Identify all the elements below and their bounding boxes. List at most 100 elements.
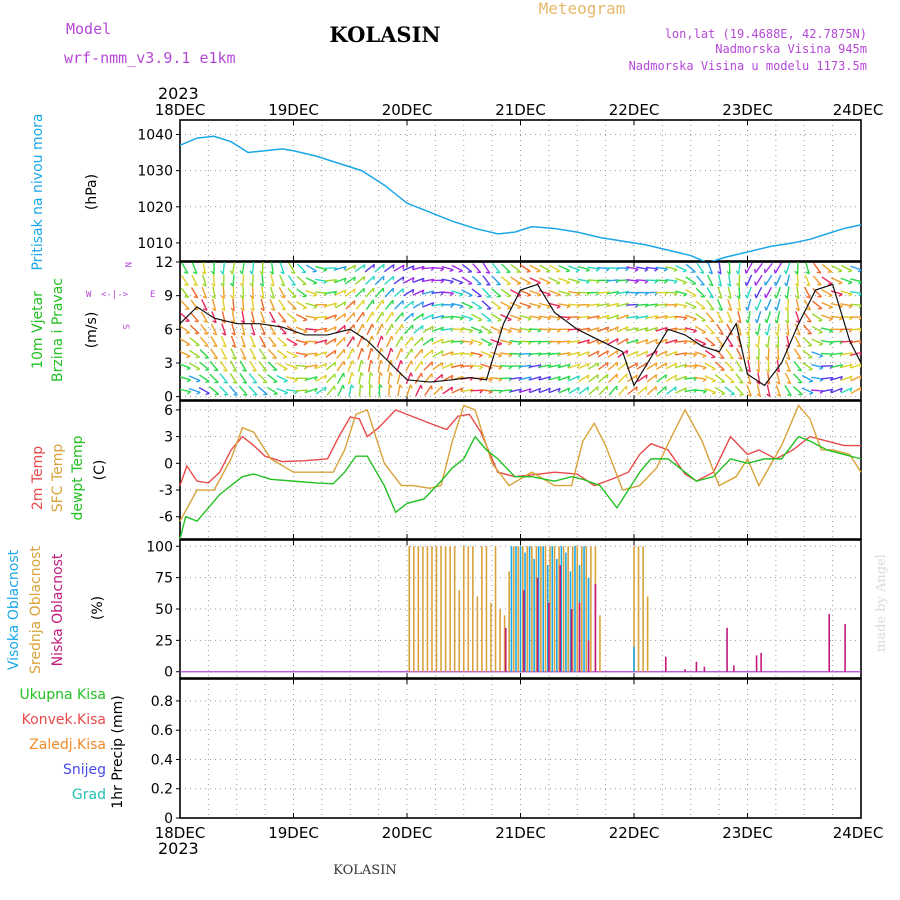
wind-barb	[404, 336, 413, 347]
wind-barb-head	[391, 311, 394, 317]
wind-barb	[394, 323, 403, 335]
wind-barb	[558, 340, 571, 343]
y-tick-label: 6	[164, 322, 173, 338]
wind-barb	[257, 373, 268, 384]
wind-barb	[665, 339, 678, 344]
wind-barb-head	[231, 332, 236, 336]
wind-barb	[567, 339, 581, 344]
wind-barb-head	[183, 271, 188, 275]
wind-barb	[755, 274, 763, 286]
wind-barb	[251, 298, 255, 311]
wind-barb	[402, 265, 415, 272]
wind-barb-head	[239, 282, 244, 287]
wind-barb-head	[517, 306, 522, 310]
wind-barb-head	[546, 270, 551, 273]
wind-barb	[821, 276, 833, 285]
wind-barb	[295, 313, 308, 321]
wind-barb	[423, 349, 434, 359]
wind-barb	[358, 372, 362, 385]
wind-barb-head	[764, 306, 767, 311]
wind-barb	[388, 384, 391, 397]
wind-barb-head	[291, 283, 296, 286]
wind-barb-head	[388, 384, 393, 389]
station-title: KOLASIN	[329, 22, 440, 47]
wind-barb-head	[486, 283, 491, 286]
y-tick-label: 0.6	[151, 723, 173, 739]
wind-barb	[377, 360, 382, 373]
wind-barb	[387, 372, 391, 385]
wind-barb-head	[508, 354, 513, 358]
wind-barb-head	[746, 356, 751, 361]
wind-barb-head	[507, 318, 512, 322]
wind-barb-head	[240, 319, 245, 324]
wind-barb-head	[440, 268, 445, 272]
wind-barb-head	[185, 343, 191, 347]
wind-barb	[470, 339, 483, 345]
wind-barb-head	[343, 301, 347, 306]
wind-barb-head	[382, 264, 385, 269]
wind-barb-head	[587, 363, 590, 368]
wind-barb	[840, 290, 853, 295]
wind-barb	[626, 279, 639, 282]
wind-barb	[490, 338, 503, 345]
wind-barb-head	[372, 311, 375, 316]
wind-barb	[717, 286, 723, 299]
wind-barb-head	[663, 268, 668, 272]
wind-barb	[796, 286, 800, 299]
wind-barb	[315, 351, 327, 357]
wind-barb-head	[231, 344, 236, 348]
wind-barb	[364, 263, 375, 273]
wind-barb-head	[691, 283, 696, 286]
wind-barb	[346, 348, 354, 360]
wind-barb	[441, 265, 454, 271]
y-tick-label: -3	[159, 483, 173, 499]
wind-barb	[548, 375, 561, 381]
wind-barb	[356, 323, 364, 335]
wind-barb-head	[785, 332, 790, 336]
wind-barb	[802, 336, 813, 347]
wind-barb	[765, 286, 772, 299]
wind-barb	[295, 339, 308, 344]
wind-barb	[287, 300, 297, 310]
wind-barb	[441, 362, 454, 370]
wind-barb	[324, 302, 337, 308]
wind-barb-head	[186, 391, 192, 395]
wind-barb-head	[711, 368, 716, 371]
wind-barb	[180, 274, 189, 286]
wind-barb	[412, 265, 425, 271]
wind-barb	[305, 352, 318, 355]
wind-barb	[334, 289, 347, 296]
wind-barb-head	[794, 283, 799, 287]
wind-barb	[821, 263, 833, 273]
wind-barb	[812, 300, 823, 310]
wind-barb-head	[400, 348, 404, 353]
wind-barb	[608, 385, 618, 396]
wind-barb-head	[283, 380, 288, 383]
wind-barb-head	[498, 366, 503, 370]
wind-barb	[694, 389, 707, 392]
wind-barb-head	[838, 293, 843, 297]
wind-barb	[451, 363, 464, 369]
wind-barb	[766, 311, 772, 324]
wind-barb-head	[526, 282, 531, 285]
wind-barb	[665, 374, 677, 383]
wind-barb	[747, 311, 751, 324]
wind-barb-head	[616, 362, 619, 367]
wind-barb	[432, 350, 444, 358]
wind-barb	[777, 323, 780, 336]
wind-barb-head	[527, 306, 532, 309]
wind-barb	[538, 315, 551, 319]
wind-barb-head	[271, 332, 276, 336]
wind-barb	[209, 361, 219, 372]
wind-barb-head	[478, 342, 483, 346]
wind-barb	[345, 288, 356, 297]
wind-barb-head	[371, 323, 375, 328]
wind-barb-head	[839, 387, 843, 393]
wind-barb	[755, 299, 762, 311]
wind-barb-head	[389, 359, 394, 365]
wind-barb	[335, 313, 346, 322]
wind-barb	[850, 386, 861, 395]
wind-barb-head	[220, 295, 225, 300]
y-tick-label: 3	[164, 430, 173, 446]
wind-barb-head	[203, 320, 208, 323]
